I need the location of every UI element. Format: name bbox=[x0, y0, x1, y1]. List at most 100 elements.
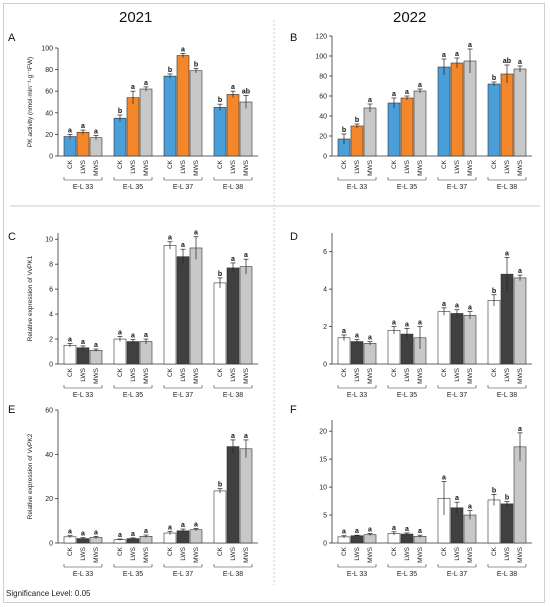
category-label: CK bbox=[217, 159, 224, 169]
significance-letter: a bbox=[518, 59, 522, 66]
bar bbox=[89, 349, 103, 365]
category-label: MWS bbox=[467, 159, 474, 176]
figure-frame bbox=[3, 3, 545, 603]
category-label: LWS bbox=[180, 367, 187, 381]
group-label: E-L 38 bbox=[497, 392, 517, 399]
category-label: CK bbox=[167, 546, 174, 556]
group-label: E-L 37 bbox=[447, 184, 467, 191]
significance-letter: b bbox=[492, 75, 496, 82]
y-tick-label: 15 bbox=[319, 457, 327, 464]
group-label: E-L 33 bbox=[347, 184, 367, 191]
bar bbox=[500, 73, 514, 157]
significance-letter: a bbox=[518, 268, 522, 275]
significance-letter: a bbox=[181, 522, 185, 529]
y-tick-label: 4 bbox=[49, 312, 53, 319]
significance-letter: a bbox=[118, 330, 122, 337]
y-tick-label: 0 bbox=[323, 362, 327, 369]
significance-letter: b bbox=[505, 495, 509, 502]
bar bbox=[189, 529, 203, 544]
category-label: MWS bbox=[93, 159, 100, 176]
significance-letter: a bbox=[81, 339, 85, 346]
significance-letter: a bbox=[405, 89, 409, 96]
group-label: E-L 35 bbox=[123, 571, 143, 578]
category-label: CK bbox=[67, 546, 74, 556]
bar bbox=[63, 344, 77, 365]
significance-letter: a bbox=[131, 531, 135, 538]
significance-letter: b bbox=[218, 482, 222, 489]
significance-letter: a bbox=[231, 256, 235, 263]
y-tick-label: 8 bbox=[49, 262, 53, 269]
significance-letter: a bbox=[168, 235, 172, 242]
bar bbox=[113, 117, 127, 157]
y-tick-label: 6 bbox=[49, 287, 53, 294]
y-tick-label: 60 bbox=[45, 408, 53, 415]
significance-letter: a bbox=[244, 433, 248, 440]
group-label: E-L 38 bbox=[497, 184, 517, 191]
category-label: CK bbox=[341, 546, 348, 556]
bar bbox=[189, 247, 203, 365]
y-axis-label: Relative expression of VvPK1 bbox=[27, 255, 34, 341]
y-tick-label: 2 bbox=[49, 337, 53, 344]
significance-letter: a bbox=[168, 524, 172, 531]
bar bbox=[437, 66, 451, 157]
y-tick-label: 10 bbox=[45, 237, 53, 244]
category-label: LWS bbox=[130, 159, 137, 173]
bar bbox=[363, 343, 377, 365]
group-label: E-L 33 bbox=[73, 392, 93, 399]
significance-letter: a bbox=[418, 82, 422, 89]
bar bbox=[89, 137, 103, 157]
category-label: CK bbox=[491, 159, 498, 169]
bar bbox=[450, 313, 464, 365]
significance-letter: a bbox=[131, 84, 135, 91]
category-label: MWS bbox=[193, 546, 200, 563]
category-label: LWS bbox=[354, 367, 361, 381]
panel-label: B bbox=[290, 32, 297, 44]
bar bbox=[239, 101, 253, 157]
category-label: CK bbox=[391, 546, 398, 556]
bar bbox=[176, 256, 190, 365]
category-label: LWS bbox=[504, 546, 511, 560]
category-label: LWS bbox=[230, 159, 237, 173]
category-label: LWS bbox=[230, 367, 237, 381]
bar bbox=[400, 533, 414, 544]
significance-letter: a bbox=[392, 320, 396, 327]
significance-letter: ab bbox=[503, 58, 511, 65]
category-label: CK bbox=[391, 159, 398, 169]
category-label: CK bbox=[491, 546, 498, 556]
y-tick-label: 20 bbox=[45, 132, 53, 139]
y-tick-label: 4 bbox=[323, 287, 327, 294]
y-tick-label: 20 bbox=[319, 429, 327, 436]
panel-a: A 0 20 40 60 80 100 PK activity (nmol·min⁻¹·g⁻¹… bbox=[8, 32, 258, 191]
year-header-2021: 2021 bbox=[119, 9, 153, 26]
category-label: CK bbox=[491, 367, 498, 377]
bar bbox=[213, 490, 227, 544]
y-tick-label: 0 bbox=[323, 154, 327, 161]
panel-label: E bbox=[8, 404, 15, 416]
significance-letter: a bbox=[118, 532, 122, 539]
bar bbox=[76, 131, 90, 157]
bar bbox=[400, 97, 414, 157]
significance-letter: a bbox=[94, 342, 98, 349]
category-label: LWS bbox=[454, 546, 461, 560]
y-tick-label: 40 bbox=[319, 114, 327, 121]
group-label: E-L 37 bbox=[173, 392, 193, 399]
bar bbox=[463, 315, 477, 365]
category-label: LWS bbox=[130, 367, 137, 381]
significance-letter: a bbox=[418, 320, 422, 327]
significance-letter: b bbox=[355, 117, 359, 124]
significance-letter: a bbox=[368, 526, 372, 533]
category-label: LWS bbox=[230, 546, 237, 560]
bar bbox=[126, 341, 140, 365]
bar bbox=[239, 448, 253, 544]
significance-letter: a bbox=[392, 525, 396, 532]
bar bbox=[176, 530, 190, 544]
category-label: MWS bbox=[367, 159, 374, 176]
significance-letter: a bbox=[468, 504, 472, 511]
significance-letter: a bbox=[442, 52, 446, 59]
y-tick-label: 40 bbox=[45, 452, 53, 459]
group-label: E-L 38 bbox=[497, 571, 517, 578]
y-tick-label: 0 bbox=[323, 541, 327, 548]
significance-letter: a bbox=[194, 230, 198, 237]
y-tick-label: 10 bbox=[319, 485, 327, 492]
